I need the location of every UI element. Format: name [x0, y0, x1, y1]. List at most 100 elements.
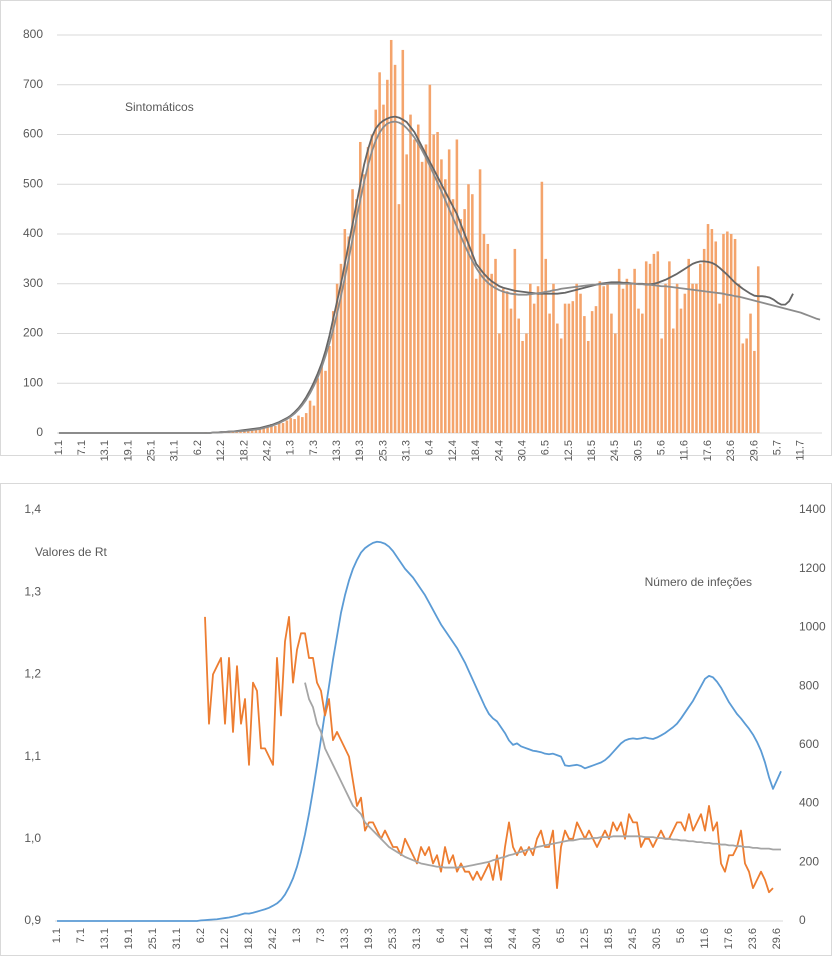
bar	[702, 248, 706, 433]
x-tick-label: 13.3	[331, 440, 343, 461]
bar	[451, 199, 455, 433]
x-tick-label: 31.3	[411, 928, 423, 949]
x-tick-label: 6.2	[192, 440, 204, 455]
bar	[675, 283, 679, 433]
bar	[378, 72, 381, 433]
bar	[370, 134, 374, 433]
bar	[602, 286, 605, 433]
bar	[432, 134, 435, 433]
y-tick-label: 1,4	[24, 502, 41, 516]
axis-title: Número de infeções	[645, 575, 752, 589]
bar	[726, 231, 729, 433]
bar	[347, 236, 350, 433]
bar	[424, 144, 428, 433]
bar	[374, 109, 378, 433]
panel	[0, 483, 832, 956]
bar	[614, 333, 617, 433]
bar	[644, 261, 648, 433]
bar	[416, 124, 420, 434]
bar	[405, 154, 408, 433]
bar	[699, 263, 702, 433]
bar	[266, 425, 269, 433]
y-tick-label: 800	[23, 27, 43, 41]
bar	[335, 283, 339, 433]
bar	[351, 189, 354, 433]
x-tick-label: 18.2	[243, 928, 255, 949]
bar	[389, 39, 393, 433]
bar	[598, 281, 602, 433]
y-tick-label: 200	[23, 326, 43, 340]
x-tick-label: 6.5	[555, 928, 567, 943]
x-tick-label: 5.6	[656, 440, 668, 455]
x-tick-label: 13.3	[339, 928, 351, 949]
bar	[339, 263, 343, 433]
x-tick-label: 24.4	[493, 440, 505, 461]
y-tick-label: 600	[23, 127, 43, 141]
x-tick-label: 31.3	[401, 440, 413, 461]
x-tick-label: 17.6	[702, 440, 714, 461]
y-tick-label: 1400	[799, 502, 826, 516]
bar	[478, 169, 482, 433]
bar	[316, 378, 320, 433]
x-tick-label: 29.6	[771, 928, 783, 949]
x-tick-label: 6.4	[424, 440, 436, 455]
y-tick-label: 300	[23, 276, 43, 290]
bar	[513, 248, 517, 433]
bar	[556, 323, 559, 433]
x-tick-label: 24.5	[627, 928, 639, 949]
bar	[474, 278, 478, 433]
x-tick-label: 19.3	[354, 440, 366, 461]
bar	[397, 204, 401, 433]
x-tick-label: 7.1	[76, 440, 88, 455]
bar	[590, 311, 594, 433]
bar	[293, 419, 296, 433]
bar	[274, 426, 277, 433]
x-tick-label: 18.4	[470, 440, 482, 461]
bar	[714, 241, 718, 433]
x-tick-label: 12.4	[459, 928, 471, 949]
bar	[749, 313, 752, 433]
bar	[633, 268, 636, 433]
x-tick-label: 24.2	[267, 928, 279, 949]
bar	[270, 424, 273, 433]
bar	[586, 340, 590, 433]
bar	[262, 427, 265, 433]
bar	[606, 283, 609, 433]
chart-title: Sintomáticos	[125, 100, 194, 114]
bar	[706, 224, 710, 433]
bar	[691, 283, 694, 433]
x-tick-label: 25.3	[387, 928, 399, 949]
bar	[594, 306, 598, 433]
bar	[579, 293, 582, 433]
bar	[583, 316, 586, 433]
y-tick-label: 1,3	[24, 584, 41, 598]
bar	[486, 243, 490, 433]
bar	[471, 194, 474, 433]
x-tick-label: 7.1	[75, 928, 87, 943]
x-tick-label: 29.6	[748, 440, 760, 461]
x-tick-label: 5.6	[675, 928, 687, 943]
bar	[679, 308, 683, 433]
x-tick-label: 31.1	[169, 440, 181, 461]
x-tick-label: 6.5	[540, 440, 552, 455]
x-tick-label: 1.3	[285, 440, 297, 455]
x-tick-label: 12.5	[579, 928, 591, 949]
axis-title: Valores de Rt	[35, 545, 107, 559]
bar	[621, 288, 625, 433]
bar	[687, 258, 690, 433]
x-tick-label: 18.4	[483, 928, 495, 949]
bar	[301, 417, 304, 433]
bar	[529, 283, 532, 433]
bar	[366, 146, 370, 433]
bar	[548, 313, 551, 433]
bar	[509, 308, 513, 433]
x-tick-label: 23.6	[725, 440, 737, 461]
bar	[501, 288, 505, 433]
bar	[401, 49, 405, 434]
bar	[652, 253, 656, 433]
bar	[733, 238, 737, 433]
x-tick-label: 30.5	[632, 440, 644, 461]
bar	[571, 301, 575, 433]
bar	[409, 114, 412, 433]
